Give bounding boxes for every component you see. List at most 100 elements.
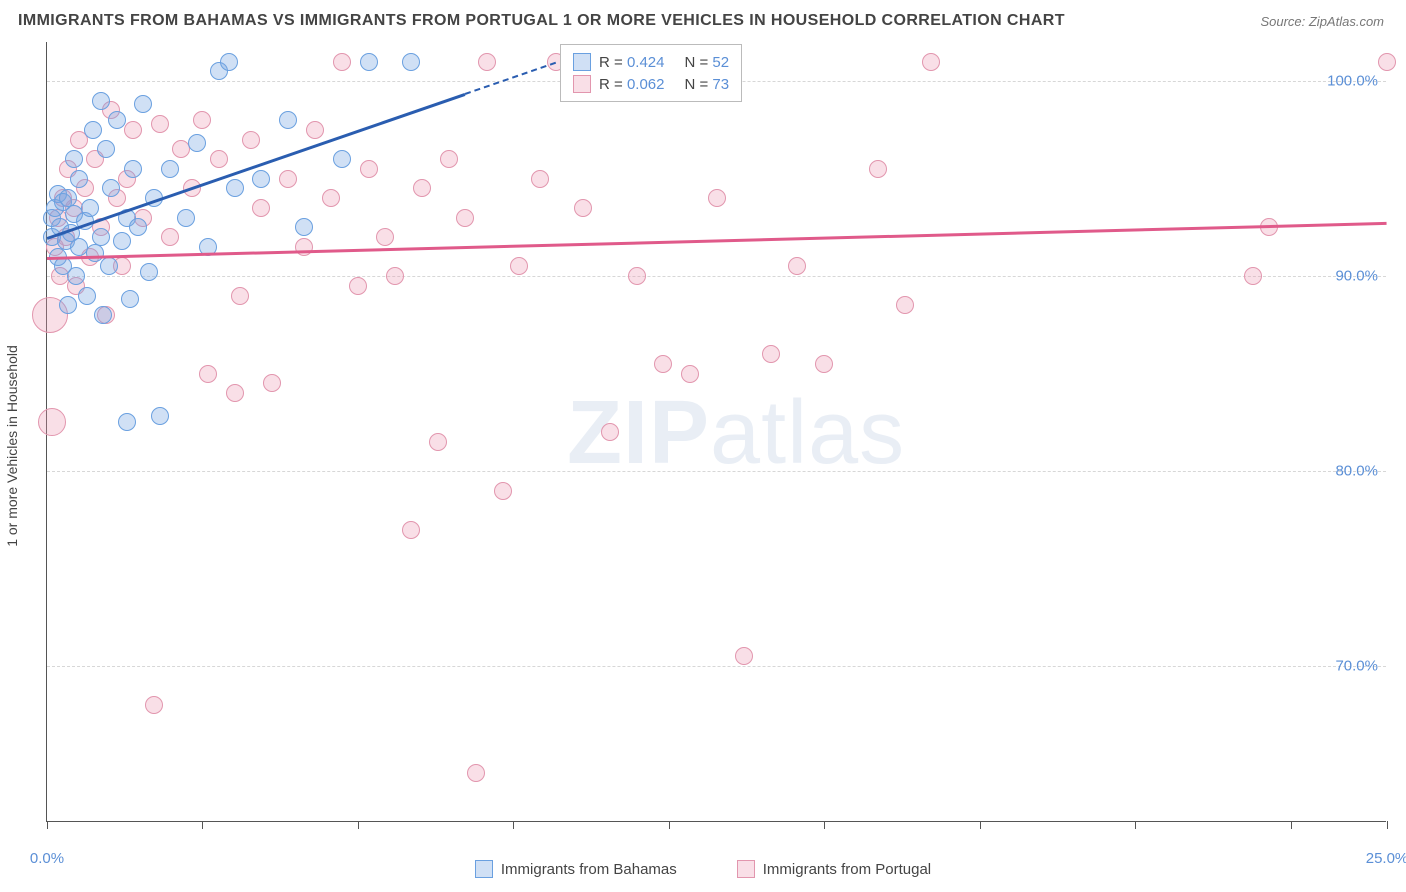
data-point (349, 277, 367, 295)
legend-r-label: R = 0.062 (599, 76, 664, 93)
data-point (151, 115, 169, 133)
legend-swatch-icon (573, 53, 591, 71)
data-point (78, 287, 96, 305)
data-point (478, 53, 496, 71)
data-point (70, 170, 88, 188)
gridline (47, 276, 1386, 277)
data-point (124, 121, 142, 139)
data-point (231, 287, 249, 305)
data-point (252, 170, 270, 188)
data-point (145, 696, 163, 714)
data-point (360, 53, 378, 71)
x-tick (513, 821, 514, 829)
data-point (295, 238, 313, 256)
chart-title: IMMIGRANTS FROM BAHAMAS VS IMMIGRANTS FR… (18, 12, 1065, 30)
data-point (681, 365, 699, 383)
legend-n-label: N = 52 (684, 54, 729, 71)
data-point (896, 296, 914, 314)
data-point (220, 53, 238, 71)
legend-label: Immigrants from Portugal (763, 861, 931, 878)
data-point (429, 433, 447, 451)
data-point (226, 384, 244, 402)
legend-row: R = 0.062N = 73 (573, 73, 729, 95)
x-tick (47, 821, 48, 829)
data-point (295, 218, 313, 236)
data-point (413, 179, 431, 197)
data-point (654, 355, 672, 373)
data-point (456, 209, 474, 227)
x-tick (824, 821, 825, 829)
data-point (574, 199, 592, 217)
data-point (210, 150, 228, 168)
correlation-legend: R = 0.424N = 52R = 0.062N = 73 (560, 44, 742, 102)
data-point (92, 92, 110, 110)
data-point (402, 53, 420, 71)
x-tick (980, 821, 981, 829)
data-point (708, 189, 726, 207)
data-point (134, 95, 152, 113)
data-point (402, 521, 420, 539)
data-point (333, 150, 351, 168)
legend-swatch-icon (475, 860, 493, 878)
data-point (124, 160, 142, 178)
data-point (815, 355, 833, 373)
data-point (279, 111, 297, 129)
data-point (121, 290, 139, 308)
data-point (788, 257, 806, 275)
data-point (360, 160, 378, 178)
data-point (263, 374, 281, 392)
x-tick (1291, 821, 1292, 829)
data-point (151, 407, 169, 425)
gridline (47, 666, 1386, 667)
data-point (242, 131, 260, 149)
data-point (386, 267, 404, 285)
x-tick (1387, 821, 1388, 829)
data-point (84, 121, 102, 139)
x-tick (1135, 821, 1136, 829)
y-tick-label: 90.0% (1335, 268, 1378, 285)
data-point (193, 111, 211, 129)
y-axis-label: 1 or more Vehicles in Household (4, 345, 20, 547)
data-point (97, 140, 115, 158)
data-point (38, 408, 66, 436)
data-point (869, 160, 887, 178)
legend-row: R = 0.424N = 52 (573, 51, 729, 73)
data-point (376, 228, 394, 246)
data-point (531, 170, 549, 188)
data-point (440, 150, 458, 168)
bottom-legend: Immigrants from Bahamas Immigrants from … (0, 860, 1406, 878)
data-point (94, 306, 112, 324)
plot-area: ZIPatlas 70.0%80.0%90.0%100.0%0.0%25.0% (46, 42, 1386, 822)
data-point (67, 267, 85, 285)
data-point (322, 189, 340, 207)
trend-line (47, 221, 1387, 259)
data-point (467, 764, 485, 782)
data-point (1244, 267, 1262, 285)
legend-item-portugal: Immigrants from Portugal (737, 860, 931, 878)
data-point (735, 647, 753, 665)
data-point (279, 170, 297, 188)
data-point (177, 209, 195, 227)
data-point (188, 134, 206, 152)
data-point (92, 228, 110, 246)
data-point (199, 365, 217, 383)
data-point (140, 263, 158, 281)
data-point (129, 218, 147, 236)
y-tick-label: 100.0% (1327, 73, 1378, 90)
gridline (47, 471, 1386, 472)
data-point (59, 296, 77, 314)
legend-swatch-icon (573, 75, 591, 93)
data-point (510, 257, 528, 275)
data-point (113, 232, 131, 250)
data-point (252, 199, 270, 217)
data-point (922, 53, 940, 71)
data-point (81, 199, 99, 217)
legend-label: Immigrants from Bahamas (501, 861, 677, 878)
data-point (161, 228, 179, 246)
data-point (65, 150, 83, 168)
source-credit: Source: ZipAtlas.com (1260, 14, 1384, 29)
data-point (306, 121, 324, 139)
data-point (628, 267, 646, 285)
x-tick (358, 821, 359, 829)
data-point (102, 179, 120, 197)
